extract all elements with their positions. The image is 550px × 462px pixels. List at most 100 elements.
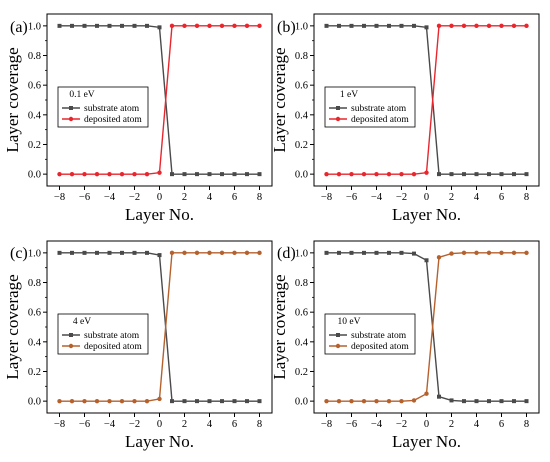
data-point xyxy=(57,171,62,177)
x-tick-label: −4 xyxy=(371,192,383,203)
x-tick-label: 6 xyxy=(232,192,237,203)
panel-label: (c) xyxy=(10,245,28,262)
legend-entry: deposited atom xyxy=(351,342,409,352)
y-axis-label: Layer coverage xyxy=(270,274,289,379)
x-tick-label: −4 xyxy=(104,419,116,430)
y-axis-label: Layer coverage xyxy=(3,47,22,152)
y-tick-label: 0.6 xyxy=(28,308,41,319)
x-tick-label: 2 xyxy=(182,419,187,430)
y-tick-label: 1.0 xyxy=(28,248,41,259)
data-point xyxy=(94,171,100,177)
data-point xyxy=(219,23,225,29)
y-tick-label: 0.2 xyxy=(28,140,41,151)
y-tick-label: 0.2 xyxy=(295,367,308,378)
data-point xyxy=(324,398,329,404)
data-point xyxy=(207,23,212,29)
x-tick-label: 0 xyxy=(157,419,162,430)
data-point xyxy=(411,171,417,177)
data-point xyxy=(524,399,529,404)
y-tick-label: 0.4 xyxy=(295,110,309,121)
x-tick-label: −2 xyxy=(396,192,407,203)
data-point xyxy=(324,171,329,177)
y-tick-label: 0.0 xyxy=(295,170,308,181)
x-tick-label: 6 xyxy=(232,419,237,430)
data-point xyxy=(412,251,416,256)
data-point xyxy=(119,398,125,404)
legend-entry: substrate atom xyxy=(84,104,140,114)
y-axis-label: Layer coverage xyxy=(270,47,289,152)
data-point xyxy=(107,250,112,255)
data-point xyxy=(411,398,417,403)
data-point xyxy=(107,23,112,28)
y-tick-label: 1.0 xyxy=(295,21,308,32)
data-point xyxy=(386,398,392,404)
x-tick-label: 4 xyxy=(207,419,213,430)
y-tick-label: 0.2 xyxy=(28,367,41,378)
data-point xyxy=(245,399,249,404)
data-point xyxy=(182,399,187,404)
y-axis-label: Layer coverage xyxy=(3,274,22,379)
x-tick-label: 4 xyxy=(474,419,480,430)
data-point xyxy=(57,23,62,28)
legend-marker xyxy=(69,106,73,110)
data-point xyxy=(57,398,62,404)
data-point xyxy=(474,250,479,256)
data-point xyxy=(499,250,504,256)
data-point xyxy=(399,250,404,255)
x-tick-label: −8 xyxy=(321,192,332,203)
x-tick-label: 8 xyxy=(257,419,262,430)
data-point xyxy=(157,396,162,402)
data-point xyxy=(157,253,162,258)
data-point xyxy=(194,23,200,29)
y-tick-label: 0.0 xyxy=(295,397,308,408)
data-point xyxy=(144,171,150,177)
legend-title: 4 eV xyxy=(73,317,91,327)
data-point xyxy=(474,23,479,29)
x-tick-label: 2 xyxy=(449,192,454,203)
data-point xyxy=(232,399,237,404)
data-point xyxy=(424,258,429,263)
x-tick-label: −6 xyxy=(79,419,90,430)
data-point xyxy=(169,23,175,29)
y-tick-label: 0.4 xyxy=(28,110,42,121)
legend-entry: deposited atom xyxy=(84,115,142,125)
legend-marker xyxy=(335,343,341,349)
data-point xyxy=(57,250,62,255)
data-point xyxy=(95,250,99,255)
data-point xyxy=(387,23,391,28)
data-point xyxy=(257,250,262,256)
data-point xyxy=(107,398,112,404)
data-point xyxy=(474,172,479,177)
data-point xyxy=(232,172,237,177)
data-point xyxy=(69,171,75,177)
x-axis-label: Layer No. xyxy=(125,205,194,224)
legend-marker xyxy=(69,333,73,337)
data-point xyxy=(436,255,442,260)
data-point xyxy=(145,23,149,28)
x-tick-label: −8 xyxy=(54,192,65,203)
data-point xyxy=(337,250,341,255)
data-point xyxy=(195,399,199,404)
data-point xyxy=(120,23,124,28)
data-point xyxy=(132,23,137,28)
data-point xyxy=(449,23,454,29)
data-point xyxy=(170,399,174,404)
panel-label: (b) xyxy=(277,19,296,36)
data-point xyxy=(257,399,262,404)
data-point xyxy=(145,250,149,255)
data-point xyxy=(324,23,329,28)
y-tick-label: 0.2 xyxy=(295,140,308,151)
data-point xyxy=(82,398,87,404)
x-tick-label: 2 xyxy=(449,419,454,430)
data-point xyxy=(132,250,137,255)
legend-title: 10 eV xyxy=(338,317,361,327)
data-point xyxy=(462,172,466,177)
data-point xyxy=(244,250,250,256)
chart-panel-3: −8 −6 −4 −2 0 2 4 6 8 0.0 0.2 0.4 0.6 0.8 1.0 Layer No.… xyxy=(3,240,273,451)
data-point xyxy=(436,23,442,29)
data-point xyxy=(70,23,74,28)
x-tick-label: −2 xyxy=(396,419,407,430)
chart-panel-2: −8 −6 −4 −2 0 2 4 6 8 0.0 0.2 0.4 0.6 0.8 1.0 Layer No.… xyxy=(270,13,540,224)
data-point xyxy=(144,398,150,404)
data-point xyxy=(424,25,429,30)
